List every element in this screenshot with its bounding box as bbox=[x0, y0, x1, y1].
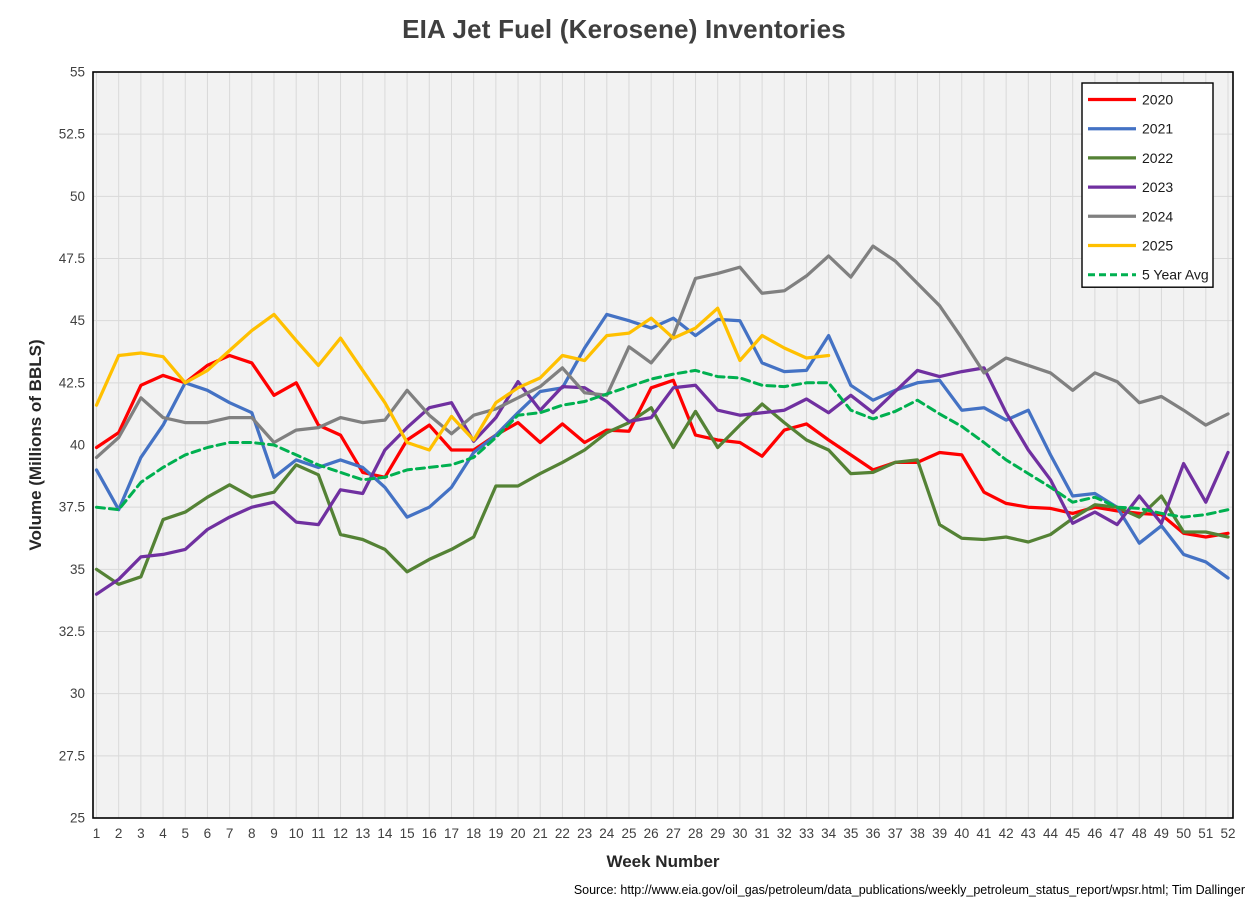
x-tick-label: 42 bbox=[999, 826, 1014, 841]
x-tick-label: 2 bbox=[115, 826, 123, 841]
x-tick-label: 6 bbox=[204, 826, 212, 841]
x-tick-label: 34 bbox=[821, 826, 837, 841]
x-tick-label: 8 bbox=[248, 826, 256, 841]
x-tick-label: 52 bbox=[1220, 826, 1235, 841]
y-tick-label: 45 bbox=[70, 313, 85, 328]
x-tick-label: 20 bbox=[511, 826, 526, 841]
x-tick-label: 25 bbox=[621, 826, 636, 841]
chart-title: EIA Jet Fuel (Kerosene) Inventories bbox=[402, 14, 846, 44]
y-tick-label: 35 bbox=[70, 562, 85, 577]
x-tick-label: 45 bbox=[1065, 826, 1080, 841]
x-tick-label: 7 bbox=[226, 826, 234, 841]
series-line-5-year-avg bbox=[95, 368, 1230, 519]
x-tick-label: 33 bbox=[799, 826, 814, 841]
y-tick-label: 42.5 bbox=[59, 375, 85, 390]
series-line-2020 bbox=[94, 353, 1230, 539]
x-tick-label: 29 bbox=[710, 826, 725, 841]
x-tick-label: 22 bbox=[555, 826, 570, 841]
y-tick-label: 50 bbox=[70, 189, 85, 204]
legend-label-2023: 2023 bbox=[1142, 179, 1173, 195]
x-tick-label: 3 bbox=[137, 826, 145, 841]
series-line-2022 bbox=[94, 402, 1230, 586]
x-tick-label: 32 bbox=[777, 826, 792, 841]
legend-label-2024: 2024 bbox=[1142, 208, 1173, 224]
x-tick-label: 23 bbox=[577, 826, 592, 841]
x-tick-label: 1 bbox=[93, 826, 101, 841]
x-tick-label: 36 bbox=[866, 826, 881, 841]
legend-label-2025: 2025 bbox=[1142, 238, 1173, 254]
x-tick-label: 37 bbox=[888, 826, 903, 841]
x-tick-label: 5 bbox=[181, 826, 189, 841]
x-tick-label: 35 bbox=[843, 826, 858, 841]
series-line-2024 bbox=[94, 244, 1230, 460]
x-tick-label: 10 bbox=[289, 826, 304, 841]
y-tick-label: 55 bbox=[70, 65, 85, 80]
x-tick-label: 14 bbox=[377, 826, 393, 841]
x-tick-label: 16 bbox=[422, 826, 437, 841]
x-tick-label: 24 bbox=[599, 826, 615, 841]
x-tick-label: 17 bbox=[444, 826, 459, 841]
legend-label-2020: 2020 bbox=[1142, 92, 1173, 108]
y-tick-label: 30 bbox=[70, 686, 85, 701]
x-tick-label: 31 bbox=[755, 826, 770, 841]
y-tick-label: 47.5 bbox=[59, 251, 85, 266]
y-tick-label: 52.5 bbox=[59, 127, 85, 142]
y-tick-label: 37.5 bbox=[59, 500, 85, 515]
x-tick-label: 9 bbox=[270, 826, 278, 841]
legend-label-5-year-avg: 5 Year Avg bbox=[1142, 267, 1209, 283]
x-tick-label: 12 bbox=[333, 826, 348, 841]
y-tick-label: 25 bbox=[70, 811, 85, 826]
x-tick-label: 40 bbox=[954, 826, 969, 841]
legend-box bbox=[1081, 82, 1214, 288]
x-tick-label: 46 bbox=[1087, 826, 1102, 841]
series-line-2021 bbox=[94, 312, 1230, 580]
source-caption: Source: http://www.eia.gov/oil_gas/petro… bbox=[573, 883, 1245, 897]
series-line-2025 bbox=[94, 306, 831, 452]
x-tick-label: 19 bbox=[488, 826, 503, 841]
y-tick-label: 27.5 bbox=[59, 748, 85, 763]
x-tick-label: 50 bbox=[1176, 826, 1191, 841]
x-tick-label: 15 bbox=[400, 826, 415, 841]
x-tick-label: 11 bbox=[311, 826, 325, 841]
x-tick-label: 41 bbox=[976, 826, 991, 841]
x-tick-label: 26 bbox=[644, 826, 659, 841]
x-tick-label: 30 bbox=[732, 826, 747, 841]
x-tick-label: 43 bbox=[1021, 826, 1036, 841]
y-tick-label: 40 bbox=[70, 438, 85, 453]
x-tick-label: 44 bbox=[1043, 826, 1059, 841]
x-tick-label: 49 bbox=[1154, 826, 1169, 841]
legend-label-2022: 2022 bbox=[1142, 150, 1173, 166]
x-tick-label: 48 bbox=[1132, 826, 1147, 841]
series-line-2023 bbox=[94, 366, 1230, 596]
plot-border bbox=[92, 71, 1234, 819]
x-tick-label: 47 bbox=[1110, 826, 1125, 841]
x-tick-label: 39 bbox=[932, 826, 947, 841]
x-tick-label: 28 bbox=[688, 826, 703, 841]
x-tick-label: 13 bbox=[355, 826, 370, 841]
x-axis-title: Week Number bbox=[606, 852, 720, 871]
x-tick-label: 4 bbox=[159, 826, 167, 841]
x-tick-label: 18 bbox=[466, 826, 481, 841]
legend-label-2021: 2021 bbox=[1142, 121, 1173, 137]
x-tick-label: 38 bbox=[910, 826, 925, 841]
x-tick-label: 21 bbox=[533, 826, 548, 841]
x-tick-label: 51 bbox=[1198, 826, 1213, 841]
x-tick-label: 27 bbox=[666, 826, 681, 841]
y-tick-label: 32.5 bbox=[59, 624, 85, 639]
